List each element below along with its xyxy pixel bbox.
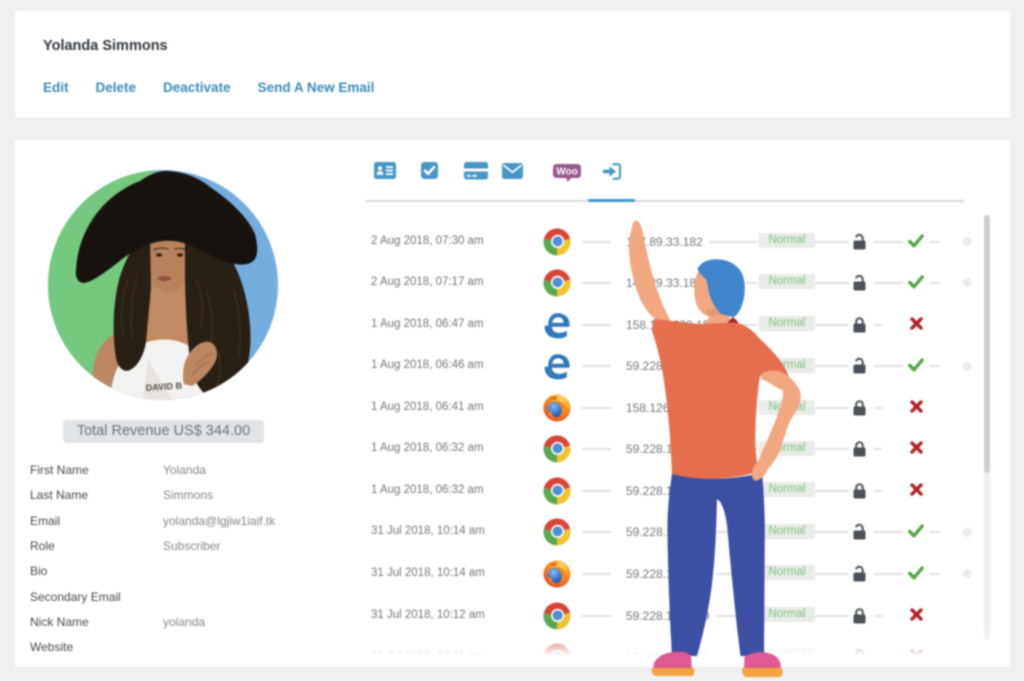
svg-text:DAVID B: DAVID B [145, 380, 182, 393]
svg-text:Woo: Woo [556, 166, 577, 177]
